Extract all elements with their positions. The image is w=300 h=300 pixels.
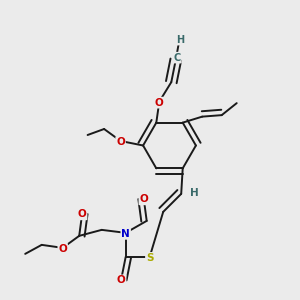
Text: H: H bbox=[190, 188, 199, 198]
Text: O: O bbox=[139, 194, 148, 204]
Text: H: H bbox=[176, 34, 184, 45]
Text: N: N bbox=[121, 229, 130, 239]
Text: O: O bbox=[58, 244, 67, 254]
Text: C: C bbox=[174, 52, 181, 63]
Text: O: O bbox=[117, 275, 126, 285]
Text: S: S bbox=[146, 253, 154, 263]
Text: O: O bbox=[78, 209, 87, 219]
Text: O: O bbox=[155, 98, 164, 108]
Text: O: O bbox=[116, 137, 125, 147]
